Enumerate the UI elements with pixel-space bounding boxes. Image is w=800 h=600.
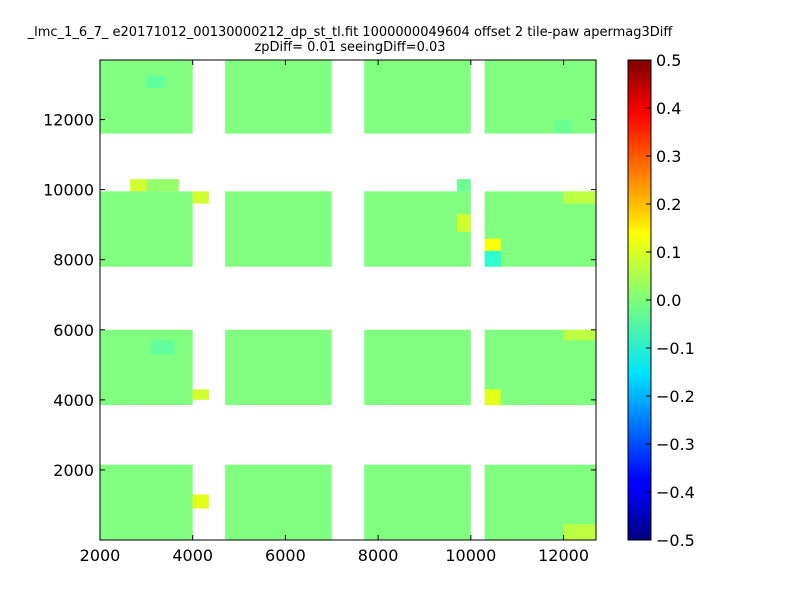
colorbar-tick-label: 0.0 — [656, 291, 681, 310]
y-tick-label: 10000 — [43, 181, 94, 200]
x-tick-label: 12000 — [538, 546, 589, 565]
heatmap-cell — [192, 494, 209, 509]
heatmap-cell — [563, 329, 596, 341]
plot-frame — [99, 59, 597, 541]
heatmap-tile — [225, 60, 332, 134]
colorbar-tick-label: −0.2 — [656, 387, 695, 406]
heatmap-cell — [192, 389, 209, 400]
heatmap-tile — [100, 60, 193, 134]
y-tick-label: 2000 — [53, 461, 94, 480]
heatmap-cell — [456, 179, 471, 192]
heatmap-tile — [364, 60, 471, 134]
y-tick-label: 8000 — [53, 251, 94, 270]
heatmap-tile — [100, 464, 193, 540]
chart-title: _lmc_1_6_7_ e20171012_00130000212_dp_st_… — [0, 25, 700, 55]
heatmap-tile — [100, 191, 193, 267]
heatmap-tile — [364, 329, 471, 406]
colorbar-tick-label: −0.1 — [656, 339, 695, 358]
heatmap-tile — [364, 191, 471, 267]
heatmap-cell — [484, 238, 501, 251]
x-tick-label: 10000 — [445, 546, 496, 565]
heatmap-tiles — [100, 60, 596, 540]
heatmap-tile — [484, 191, 596, 267]
heatmap-cell — [192, 191, 209, 204]
heatmap-cell — [563, 524, 596, 540]
colorbar-tick-label: 0.3 — [656, 147, 681, 166]
heatmap-cell — [146, 179, 179, 192]
heatmap-cell — [563, 191, 596, 204]
heatmap-tile — [484, 60, 596, 134]
heatmap-cell — [150, 340, 175, 355]
x-tick-label: 2000 — [80, 546, 121, 565]
heatmap-cell — [130, 179, 147, 192]
heatmap-tile — [225, 329, 332, 406]
heatmap-tile — [484, 329, 596, 406]
heatmap-tile — [225, 191, 332, 267]
heatmap-tile — [100, 329, 193, 406]
colorbar-tick-label: 0.5 — [656, 51, 681, 70]
colorbar-tick-label: −0.4 — [656, 483, 695, 502]
x-tick-label: 4000 — [172, 546, 213, 565]
heatmap-cell — [484, 250, 501, 267]
heatmap-cells — [130, 75, 596, 540]
heatmap-tile — [225, 464, 332, 540]
heatmap-cell — [554, 119, 573, 134]
x-tick-label: 6000 — [265, 546, 306, 565]
heatmap-cell — [456, 214, 471, 232]
x-tick-label: 8000 — [358, 546, 399, 565]
colorbar-tick-label: 0.2 — [656, 195, 681, 214]
y-tick-label: 4000 — [53, 391, 94, 410]
chart-title-line-2: zpDiff= 0.01 seeingDiff=0.03 — [254, 40, 446, 55]
colorbar-tick-label: −0.3 — [656, 435, 695, 454]
colorbar-axis: 0.5 0.4 0.3 0.2 0.1 0.0 −0.1 −0.2 −0.3 −0.4 −0.5 — [646, 51, 695, 550]
heatmap-tile — [364, 464, 471, 540]
y-tick-label: 12000 — [43, 111, 94, 130]
y-axis: 2000 4000 6000 8000 10000 12000 — [43, 111, 596, 480]
chart-title-line-1: _lmc_1_6_7_ e20171012_00130000212_dp_st_… — [27, 25, 673, 40]
x-axis: 2000 4000 6000 8000 10000 12000 — [80, 60, 589, 565]
heatmap-cell — [484, 389, 501, 406]
colorbar-tick-label: 0.1 — [656, 243, 681, 262]
colorbar-tick-label: −0.5 — [656, 531, 695, 550]
heatmap-cell — [146, 75, 165, 89]
colorbar-tick-label: 0.4 — [656, 99, 681, 118]
y-tick-label: 6000 — [53, 321, 94, 340]
